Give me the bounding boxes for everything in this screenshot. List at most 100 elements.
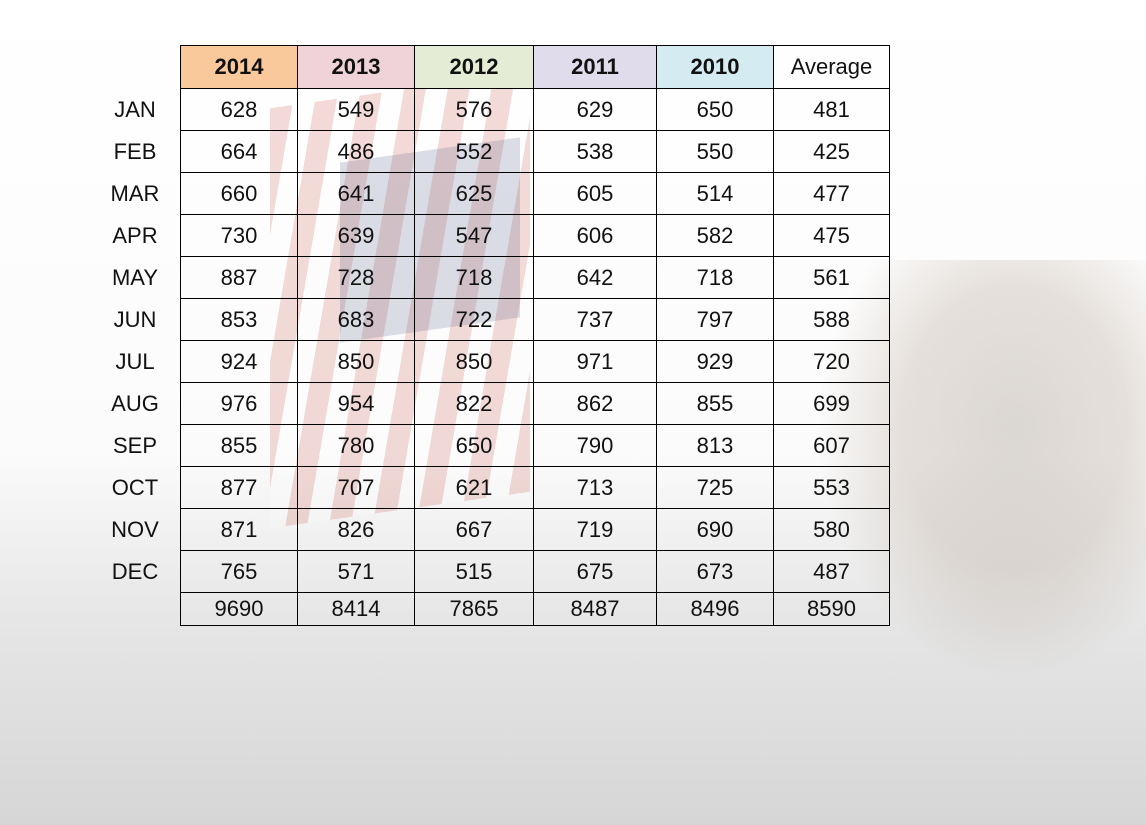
row-label: AUG [90,383,181,425]
header-cell: Average [774,46,890,89]
row-label: APR [90,215,181,257]
data-cell: 790 [534,425,657,467]
data-cell: 588 [774,299,890,341]
data-cell: 660 [181,173,298,215]
header-cell: 2010 [657,46,774,89]
data-cell: 924 [181,341,298,383]
data-cell: 605 [534,173,657,215]
data-cell: 606 [534,215,657,257]
header-cell: 2011 [534,46,657,89]
data-cell: 725 [657,467,774,509]
data-cell: 486 [298,131,415,173]
total-cell: 9690 [181,593,298,626]
data-cell: 929 [657,341,774,383]
data-cell: 625 [415,173,534,215]
total-cell: 8590 [774,593,890,626]
data-cell: 813 [657,425,774,467]
total-cell: 7865 [415,593,534,626]
row-label: JUN [90,299,181,341]
page: 20142013201220112010AverageJAN6285495766… [0,0,1146,825]
total-cell: 8487 [534,593,657,626]
data-cell: 877 [181,467,298,509]
data-cell: 650 [657,89,774,131]
data-cell: 549 [298,89,415,131]
data-cell: 515 [415,551,534,593]
data-cell: 664 [181,131,298,173]
data-cell: 699 [774,383,890,425]
data-cell: 797 [657,299,774,341]
data-cell: 690 [657,509,774,551]
data-cell: 552 [415,131,534,173]
data-cell: 862 [534,383,657,425]
header-cell: 2013 [298,46,415,89]
data-cell: 629 [534,89,657,131]
data-cell: 553 [774,467,890,509]
data-cell: 628 [181,89,298,131]
row-label: OCT [90,467,181,509]
data-cell: 887 [181,257,298,299]
data-cell: 571 [298,551,415,593]
data-cell: 971 [534,341,657,383]
data-cell: 976 [181,383,298,425]
row-label: JAN [90,89,181,131]
data-cell: 477 [774,173,890,215]
data-cell: 826 [298,509,415,551]
data-cell: 850 [298,341,415,383]
data-cell: 487 [774,551,890,593]
total-cell: 8496 [657,593,774,626]
data-cell: 621 [415,467,534,509]
data-cell: 576 [415,89,534,131]
data-cell: 641 [298,173,415,215]
data-cell: 871 [181,509,298,551]
data-cell: 718 [657,257,774,299]
data-cell: 719 [534,509,657,551]
data-cell: 580 [774,509,890,551]
row-label: DEC [90,551,181,593]
data-cell: 728 [298,257,415,299]
data-cell: 720 [774,341,890,383]
data-cell: 780 [298,425,415,467]
data-cell: 582 [657,215,774,257]
data-cell: 707 [298,467,415,509]
row-label: SEP [90,425,181,467]
data-cell: 639 [298,215,415,257]
row-label: NOV [90,509,181,551]
row-label: MAY [90,257,181,299]
data-cell: 853 [181,299,298,341]
data-cell: 550 [657,131,774,173]
data-cell: 547 [415,215,534,257]
data-cell: 481 [774,89,890,131]
row-label-empty [90,593,181,626]
data-cell: 850 [415,341,534,383]
data-cell: 650 [415,425,534,467]
header-cell: 2012 [415,46,534,89]
data-cell: 722 [415,299,534,341]
data-cell: 667 [415,509,534,551]
data-cell: 822 [415,383,534,425]
data-cell: 737 [534,299,657,341]
data-cell: 673 [657,551,774,593]
data-cell: 607 [774,425,890,467]
row-label: JUL [90,341,181,383]
header-cell: 2014 [181,46,298,89]
data-cell: 713 [534,467,657,509]
data-cell: 514 [657,173,774,215]
corner [90,46,181,89]
data-cell: 683 [298,299,415,341]
data-cell: 954 [298,383,415,425]
data-cell: 475 [774,215,890,257]
